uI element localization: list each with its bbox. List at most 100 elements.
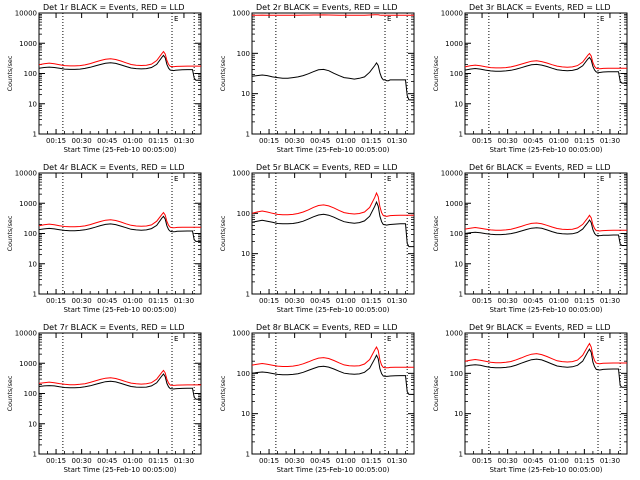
x-tick-label: 00:30: [498, 457, 518, 465]
y-tick-label: 10: [454, 260, 463, 268]
x-tick-label: 01:15: [148, 137, 168, 145]
y-tick-label: 10000: [15, 330, 37, 338]
x-tick-label: 01:15: [574, 297, 594, 305]
x-tick-label: 01:30: [174, 297, 194, 305]
plot-frame: [464, 332, 628, 455]
x-axis-label: Start Time (25-Feb-10 00:05:00): [63, 466, 176, 474]
panel-det-3: Det 3r BLACK = Events, RED = LLD 1 10 100 10…: [432, 3, 628, 154]
lld-series-line: [252, 14, 414, 16]
x-tick-label: 00:45: [97, 457, 117, 465]
marker-label: E: [600, 15, 604, 23]
y-tick-label: 1: [459, 131, 463, 139]
x-axis-label: Start Time (25-Feb-10 00:05:00): [276, 306, 389, 314]
y-tick-label: 1000: [232, 170, 250, 178]
marker-label: E: [600, 335, 604, 343]
y-tick-label: 1000: [19, 40, 37, 48]
x-axis-label: Start Time (25-Feb-10 00:05:00): [63, 306, 176, 314]
plot-frame: [251, 332, 415, 455]
y-tick-label: 10000: [441, 10, 463, 18]
y-axis-label: Counts/sec: [432, 215, 440, 251]
x-tick-label: 01:30: [600, 297, 620, 305]
x-tick-label: 01:00: [123, 137, 143, 145]
x-tick-label: 00:15: [472, 297, 492, 305]
x-tick-label: 00:45: [310, 297, 330, 305]
lld-series-line: [38, 211, 201, 229]
x-tick-label: 01:00: [549, 137, 569, 145]
x-tick-label: 00:45: [523, 297, 543, 305]
y-axis-label: Counts/sec: [219, 215, 227, 251]
x-tick-label: 01:30: [387, 137, 407, 145]
x-tick-label: 01:15: [574, 457, 594, 465]
marker-label: E: [600, 175, 604, 183]
panel-title: Det 4r BLACK = Events, RED = LLD: [43, 163, 185, 172]
x-tick-label: 01:30: [387, 457, 407, 465]
x-tick-label: 01:15: [361, 137, 381, 145]
x-tick-label: 01:15: [361, 457, 381, 465]
panel-title: Det 1r BLACK = Events, RED = LLD: [43, 3, 185, 12]
y-tick-label: 1000: [445, 330, 463, 338]
y-tick-label: 1000: [232, 10, 250, 18]
y-tick-label: 10: [241, 410, 250, 418]
x-tick-label: 01:00: [336, 297, 356, 305]
y-tick-label: 10000: [15, 10, 37, 18]
y-tick-label: 100: [450, 230, 463, 238]
y-tick-label: 10: [28, 420, 37, 428]
x-tick-label: 00:30: [498, 137, 518, 145]
y-tick-label: 1000: [19, 360, 37, 368]
lld-series-line: [38, 50, 201, 68]
x-axis-label: Start Time (25-Feb-10 00:05:00): [489, 306, 602, 314]
x-tick-label: 01:00: [549, 457, 569, 465]
x-tick-label: 00:45: [310, 457, 330, 465]
marker-label: E: [387, 335, 391, 343]
x-tick-label: 00:15: [46, 457, 66, 465]
x-axis-label: Start Time (25-Feb-10 00:05:00): [276, 146, 389, 154]
x-tick-label: 01:15: [148, 297, 168, 305]
panel-det-8: Det 8r BLACK = Events, RED = LLD 1 10 100 10…: [219, 323, 415, 474]
events-series-line: [38, 215, 202, 243]
y-tick-label: 1000: [19, 200, 37, 208]
x-tick-label: 01:30: [600, 137, 620, 145]
y-tick-label: 1: [33, 291, 37, 299]
x-tick-label: 00:30: [285, 137, 305, 145]
x-tick-label: 01:15: [148, 457, 168, 465]
y-tick-label: 100: [24, 230, 37, 238]
panel-title: Det 2r BLACK = Events, RED = LLD: [256, 3, 398, 12]
x-tick-label: 01:30: [174, 457, 194, 465]
x-axis-label: Start Time (25-Feb-10 00:05:00): [276, 466, 389, 474]
y-axis-label: Counts/sec: [6, 55, 14, 91]
x-tick-label: 01:00: [123, 457, 143, 465]
y-tick-label: 10: [241, 90, 250, 98]
y-tick-label: 100: [24, 70, 37, 78]
marker-label: E: [387, 175, 391, 183]
y-tick-label: 1: [33, 451, 37, 459]
y-tick-label: 1000: [445, 40, 463, 48]
x-tick-label: 00:15: [46, 137, 66, 145]
panel-det-5: Det 5r BLACK = Events, RED = LLD 1 10 100 10…: [219, 163, 415, 314]
marker-label: E: [174, 175, 178, 183]
lld-series-line: [464, 342, 627, 365]
panel-title: Det 5r BLACK = Events, RED = LLD: [256, 163, 398, 172]
x-tick-label: 00:45: [97, 297, 117, 305]
x-tick-label: 01:00: [549, 297, 569, 305]
panel-det-6: Det 6r BLACK = Events, RED = LLD 1 10 100 10…: [432, 163, 628, 314]
y-tick-label: 100: [450, 370, 463, 378]
x-tick-label: 00:15: [472, 457, 492, 465]
y-axis-label: Counts/sec: [432, 375, 440, 411]
y-axis-label: Counts/sec: [6, 215, 14, 251]
x-tick-label: 01:30: [174, 137, 194, 145]
panel-title: Det 3r BLACK = Events, RED = LLD: [469, 3, 611, 12]
x-tick-label: 00:15: [259, 137, 279, 145]
x-tick-label: 00:30: [285, 297, 305, 305]
events-series-line: [464, 348, 627, 388]
y-tick-label: 10000: [441, 170, 463, 178]
y-tick-label: 1: [246, 291, 250, 299]
y-tick-label: 100: [450, 70, 463, 78]
panel-title: Det 8r BLACK = Events, RED = LLD: [256, 323, 398, 332]
y-tick-label: 1: [33, 131, 37, 139]
y-axis-label: Counts/sec: [432, 55, 440, 91]
x-tick-label: 01:00: [336, 457, 356, 465]
y-tick-label: 10: [454, 410, 463, 418]
x-tick-label: 00:45: [310, 137, 330, 145]
